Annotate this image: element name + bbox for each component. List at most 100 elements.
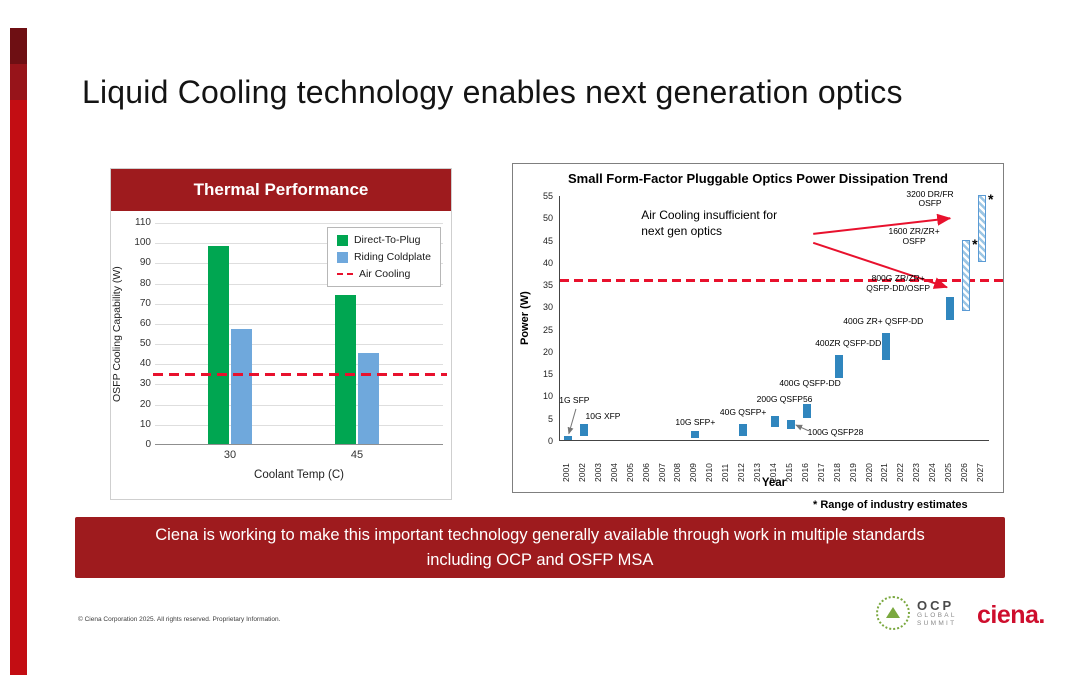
thermal-y-tick: 80 [139, 277, 151, 289]
copyright-text: © Ciena Corporation 2025. All rights res… [78, 616, 281, 623]
trend-bar-2027 [978, 195, 987, 262]
thermal-bar-direct-to-plug-45 [335, 294, 356, 444]
thermal-gridline [155, 404, 443, 406]
trend-bar-label: 40G QSFP+ [719, 406, 767, 417]
thermal-x-tick: 30 [223, 449, 237, 461]
air-cooling-limit-line [560, 279, 1003, 283]
trend-y-tick: 45 [542, 235, 553, 246]
trend-bar-2009 [691, 431, 700, 438]
trend-y-tick: 15 [542, 369, 553, 380]
banner-line2: including OCP and OSFP MSA [426, 551, 654, 569]
thermal-plot-area [153, 223, 447, 445]
thermal-y-tick: 110 [135, 217, 151, 228]
thermal-performance-chart: Thermal Performance OSFP Cooling Capabil… [110, 168, 452, 500]
thermal-bar-riding-coldplate-45 [358, 353, 379, 444]
thermal-legend: Direct-To-Plug Riding Coldplate Air Coolin… [326, 227, 441, 287]
thermal-gridline [155, 384, 443, 386]
trend-bar-label: 3200 DR/FR OSFP [906, 188, 954, 209]
trend-y-tick: 25 [542, 324, 553, 335]
legend-label: Direct-To-Plug [353, 234, 421, 246]
trend-y-tick: 20 [542, 346, 553, 357]
left-accent-stripe [10, 28, 27, 675]
thermal-y-tick: 90 [139, 257, 151, 269]
stripe-block-dark [10, 28, 27, 64]
estimates-footnote: * Range of industry estimates [813, 499, 968, 511]
trend-bar-label: 1600 ZR/ZR+ OSFP [888, 225, 940, 246]
legend-label: Riding Coldplate [353, 251, 431, 263]
trend-bar-2001 [563, 435, 572, 440]
ocp-logo-sub1: GLOBAL [917, 611, 957, 619]
trend-bar-label: 10G XFP [585, 410, 621, 421]
trend-bar-2002 [579, 424, 588, 436]
trend-bar-label: 1G SFP [559, 394, 590, 405]
thermal-y-tick: 60 [139, 317, 151, 329]
page-title: Liquid Cooling technology enables next g… [82, 74, 903, 110]
trend-y-tick: 35 [542, 280, 553, 291]
trend-y-tick: 5 [547, 413, 553, 424]
thermal-chart-title: Thermal Performance [111, 169, 451, 211]
thermal-gridline [155, 263, 443, 265]
thermal-y-tick: 70 [139, 297, 151, 309]
stripe-block-bright [10, 100, 27, 675]
trend-bar-2012 [739, 424, 748, 436]
legend-dashed-line-swatch [336, 273, 353, 275]
thermal-gridline [155, 283, 443, 285]
trend-bar-2025 [946, 297, 955, 320]
thermal-x-axis-ticks: 30 45 [111, 449, 453, 465]
thermal-y-axis-title: OSFP Cooling Capability (W) [111, 266, 123, 402]
trend-bar-label: 200G QSFP56 [756, 393, 813, 404]
legend-item-direct-to-plug: Direct-To-Plug [336, 234, 431, 246]
trend-y-tick: 55 [542, 191, 553, 201]
thermal-chart-area: OSFP Cooling Capability (W) 0 10 20 30 40 50 6… [111, 211, 451, 499]
legend-label: Air Cooling [358, 268, 411, 280]
thermal-y-axis-ticks: 0 10 20 30 40 50 60 70 80 90 100 110 [125, 217, 151, 450]
ciena-logo: ciena. [977, 601, 1045, 629]
trend-bar-2014 [771, 415, 779, 427]
thermal-y-tick: 40 [139, 358, 151, 370]
trend-bar-label: 800G ZR/ZR+ QSFP-DD/OSFP [866, 273, 931, 293]
trend-x-axis-title: Year [761, 477, 787, 489]
trend-y-tick: 10 [542, 391, 553, 402]
legend-swatch [336, 251, 348, 263]
trend-chart-title: Small Form-Factor Pluggable Optics Power… [568, 171, 948, 186]
thermal-y-tick: 0 [145, 439, 151, 450]
trend-bar-2021 [882, 333, 891, 360]
thermal-gridline [155, 424, 443, 426]
thermal-y-tick: 100 [134, 237, 151, 249]
trend-plot-area: 1G SFP 10G XFP 10G SFP+ 40G QSFP+ 200G QSFP5… [559, 189, 1003, 441]
trend-bar-label: 400ZR QSFP-DD [815, 337, 882, 348]
trend-bar-label: 400G ZR+ QSFP-DD [843, 315, 924, 326]
trend-bar-label: 10G SFP+ [675, 417, 716, 428]
thermal-bar-riding-coldplate-30 [231, 328, 252, 444]
ocp-logo-text: OCP GLOBAL SUMMIT [917, 599, 957, 628]
estimate-asterisk: * [972, 235, 978, 252]
trend-y-tick: 30 [542, 302, 553, 313]
trend-bar-2015 [786, 419, 795, 429]
stripe-block-medium [10, 64, 27, 100]
optics-power-trend-chart: Small Form-Factor Pluggable Optics Power… [512, 163, 1004, 493]
trend-bar-2026 [962, 239, 971, 311]
thermal-y-tick: 30 [139, 378, 151, 390]
thermal-x-axis-title: Coolant Temp (C) [254, 469, 344, 481]
trend-y-axis-ticks: 0 5 10 15 20 25 30 35 40 45 50 55 [533, 191, 555, 446]
trend-bar-2016 [802, 404, 811, 418]
air-cooling-limit-line [153, 373, 447, 377]
trend-y-tick: 50 [542, 213, 553, 224]
ocp-global-summit-logo: OCP GLOBAL SUMMIT [876, 596, 957, 630]
ocp-logo-sub2: SUMMIT [917, 619, 957, 627]
trend-bar-2018 [834, 355, 843, 378]
banner-line1: Ciena is working to make this important … [155, 526, 925, 544]
trend-bar-label: 100G QSFP28 [807, 426, 864, 437]
legend-item-air-cooling: Air Cooling [336, 268, 431, 280]
thermal-gridline [155, 303, 443, 305]
thermal-gridline [155, 223, 443, 224]
thermal-gridline [155, 364, 443, 366]
thermal-y-tick: 50 [139, 338, 151, 350]
trend-y-tick: 0 [547, 436, 553, 446]
air-cooling-annotation: Air Cooling insufficient for next gen op… [641, 208, 778, 239]
thermal-gridline [155, 323, 443, 325]
summary-banner: Ciena is working to make this important … [75, 517, 1005, 578]
mountain-icon [886, 606, 900, 618]
ocp-logo-icon [876, 596, 910, 630]
